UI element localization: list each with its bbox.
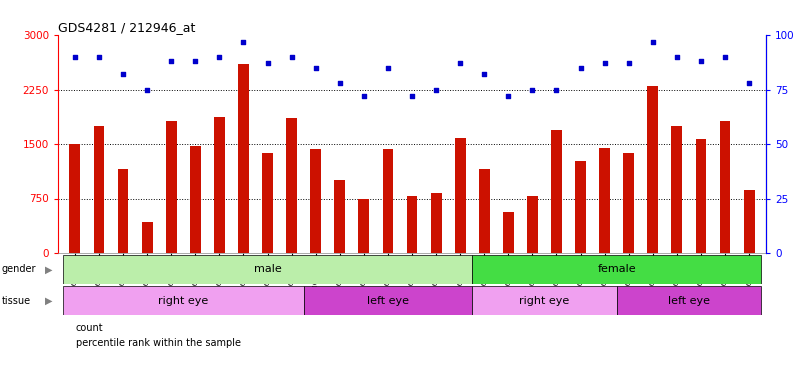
Bar <box>334 180 345 253</box>
Point <box>430 86 443 93</box>
Point <box>526 86 539 93</box>
Bar <box>472 286 616 315</box>
Point <box>719 54 732 60</box>
Point <box>189 58 202 64</box>
Bar <box>190 146 200 253</box>
Bar <box>262 153 273 253</box>
Bar <box>118 169 128 253</box>
Text: tissue: tissue <box>2 296 31 306</box>
Bar <box>672 126 682 253</box>
Text: gender: gender <box>2 265 36 275</box>
Point <box>261 60 274 66</box>
Bar <box>311 149 321 253</box>
Text: right eye: right eye <box>158 296 208 306</box>
Point <box>68 54 81 60</box>
Bar <box>503 212 513 253</box>
Point <box>285 54 298 60</box>
Bar <box>599 147 610 253</box>
Point <box>212 54 225 60</box>
Point <box>406 93 418 99</box>
Bar <box>358 199 369 253</box>
Point <box>478 71 491 77</box>
Bar <box>142 222 152 253</box>
Point <box>140 86 153 93</box>
Point <box>646 38 659 45</box>
Point <box>333 80 346 86</box>
Point <box>743 80 756 86</box>
Bar <box>303 286 472 315</box>
Bar <box>616 286 762 315</box>
Bar <box>455 138 466 253</box>
Text: percentile rank within the sample: percentile rank within the sample <box>76 338 241 348</box>
Bar <box>93 126 105 253</box>
Text: count: count <box>76 323 104 333</box>
Text: male: male <box>254 265 281 275</box>
Text: female: female <box>598 265 636 275</box>
Bar <box>431 194 441 253</box>
Bar <box>406 196 418 253</box>
Bar <box>383 149 393 253</box>
Point <box>671 54 684 60</box>
Point <box>165 58 178 64</box>
Text: ▶: ▶ <box>45 296 53 306</box>
Point <box>237 38 250 45</box>
Bar <box>472 255 762 284</box>
Point <box>599 60 611 66</box>
Text: left eye: left eye <box>668 296 710 306</box>
Bar <box>719 121 731 253</box>
Point <box>622 60 635 66</box>
Point <box>574 65 587 71</box>
Bar <box>62 255 472 284</box>
Bar <box>575 161 586 253</box>
Point <box>117 71 130 77</box>
Point <box>358 93 371 99</box>
Bar <box>744 190 754 253</box>
Point <box>694 58 707 64</box>
Point <box>453 60 466 66</box>
Bar <box>647 86 659 253</box>
Bar <box>527 196 538 253</box>
Bar <box>238 64 249 253</box>
Bar <box>696 139 706 253</box>
Point <box>309 65 322 71</box>
Bar <box>214 117 225 253</box>
Text: right eye: right eye <box>519 296 569 306</box>
Point <box>502 93 515 99</box>
Point <box>381 65 394 71</box>
Point <box>550 86 563 93</box>
Bar <box>478 169 490 253</box>
Text: GDS4281 / 212946_at: GDS4281 / 212946_at <box>58 21 195 34</box>
Bar <box>70 144 80 253</box>
Bar <box>551 130 562 253</box>
Bar <box>286 118 297 253</box>
Bar <box>165 121 177 253</box>
Point <box>92 54 105 60</box>
Bar <box>624 153 634 253</box>
Bar <box>62 286 303 315</box>
Text: ▶: ▶ <box>45 265 53 275</box>
Text: left eye: left eye <box>367 296 409 306</box>
